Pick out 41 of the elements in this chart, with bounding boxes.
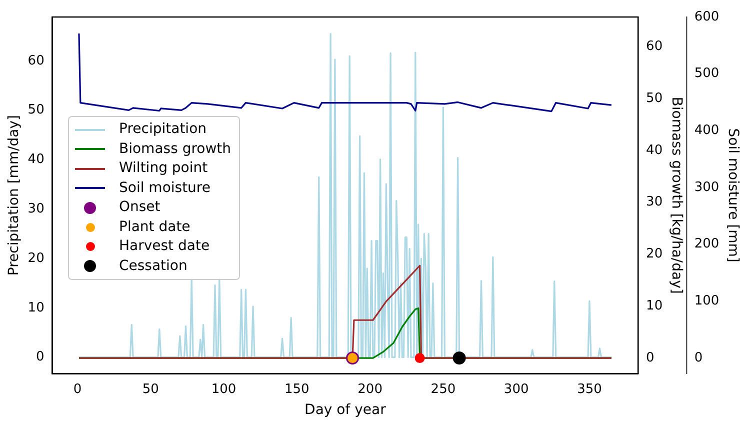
y2-tick-label: 30 — [646, 194, 663, 210]
x-tick-label: 250 — [430, 382, 456, 397]
y-tick-label: 50 — [28, 102, 44, 118]
y-axis-title: Precipitation [mm/day] — [6, 114, 22, 276]
y-tick-label: 0 — [36, 350, 44, 365]
y3-tick-label: 100 — [694, 293, 720, 308]
y-tick-label: 10 — [28, 300, 44, 316]
y2-tick-label: 60 — [646, 38, 663, 54]
y2-tick-label: 0 — [646, 350, 654, 366]
legend-label: Biomass growth — [119, 140, 232, 158]
y-tick-label: 60 — [28, 53, 44, 68]
x-tick-label: 200 — [358, 382, 382, 397]
legend-label: Precipitation — [119, 120, 207, 139]
x-axis-title: Day of year — [304, 402, 386, 418]
x-tick-label: 0 — [73, 382, 82, 397]
y-tick-label: 30 — [28, 202, 44, 217]
y3-axis-title: Soil moisture [mm] — [724, 128, 741, 262]
y-tick-label: 20 — [28, 250, 44, 266]
y3-tick-label: 600 — [694, 9, 720, 24]
x-tick-label: 100 — [211, 382, 236, 397]
x-tick-label: 300 — [504, 382, 529, 397]
y2-axis-title: Biomass growth [kg/ha/day] — [668, 96, 684, 294]
x-tick-label: 50 — [142, 382, 159, 397]
x-tick-label: 350 — [577, 382, 602, 397]
y3-tick-label: 500 — [694, 66, 720, 82]
legend-label: Wilting point — [119, 159, 208, 178]
y3-tick-label: 0 — [694, 350, 703, 366]
x-tick-label: 150 — [284, 382, 310, 397]
y3-tick-label: 400 — [694, 123, 720, 138]
y3-tick-label: 200 — [694, 236, 720, 252]
legend-label: Onset — [119, 198, 160, 217]
legend-label: Harvest date — [119, 237, 210, 256]
y2-tick-label: 50 — [646, 90, 663, 106]
y-tick-label: 40 — [28, 152, 44, 168]
y3-tick-label: 300 — [694, 180, 720, 195]
legend-label: Soil moisture — [119, 178, 210, 198]
y2-tick-label: 40 — [646, 142, 663, 158]
legend-label: Plant date — [119, 218, 190, 236]
y2-tick-label: 20 — [646, 246, 663, 262]
legend-label: Cessation — [119, 256, 188, 276]
y2-tick-label: 10 — [646, 298, 663, 314]
